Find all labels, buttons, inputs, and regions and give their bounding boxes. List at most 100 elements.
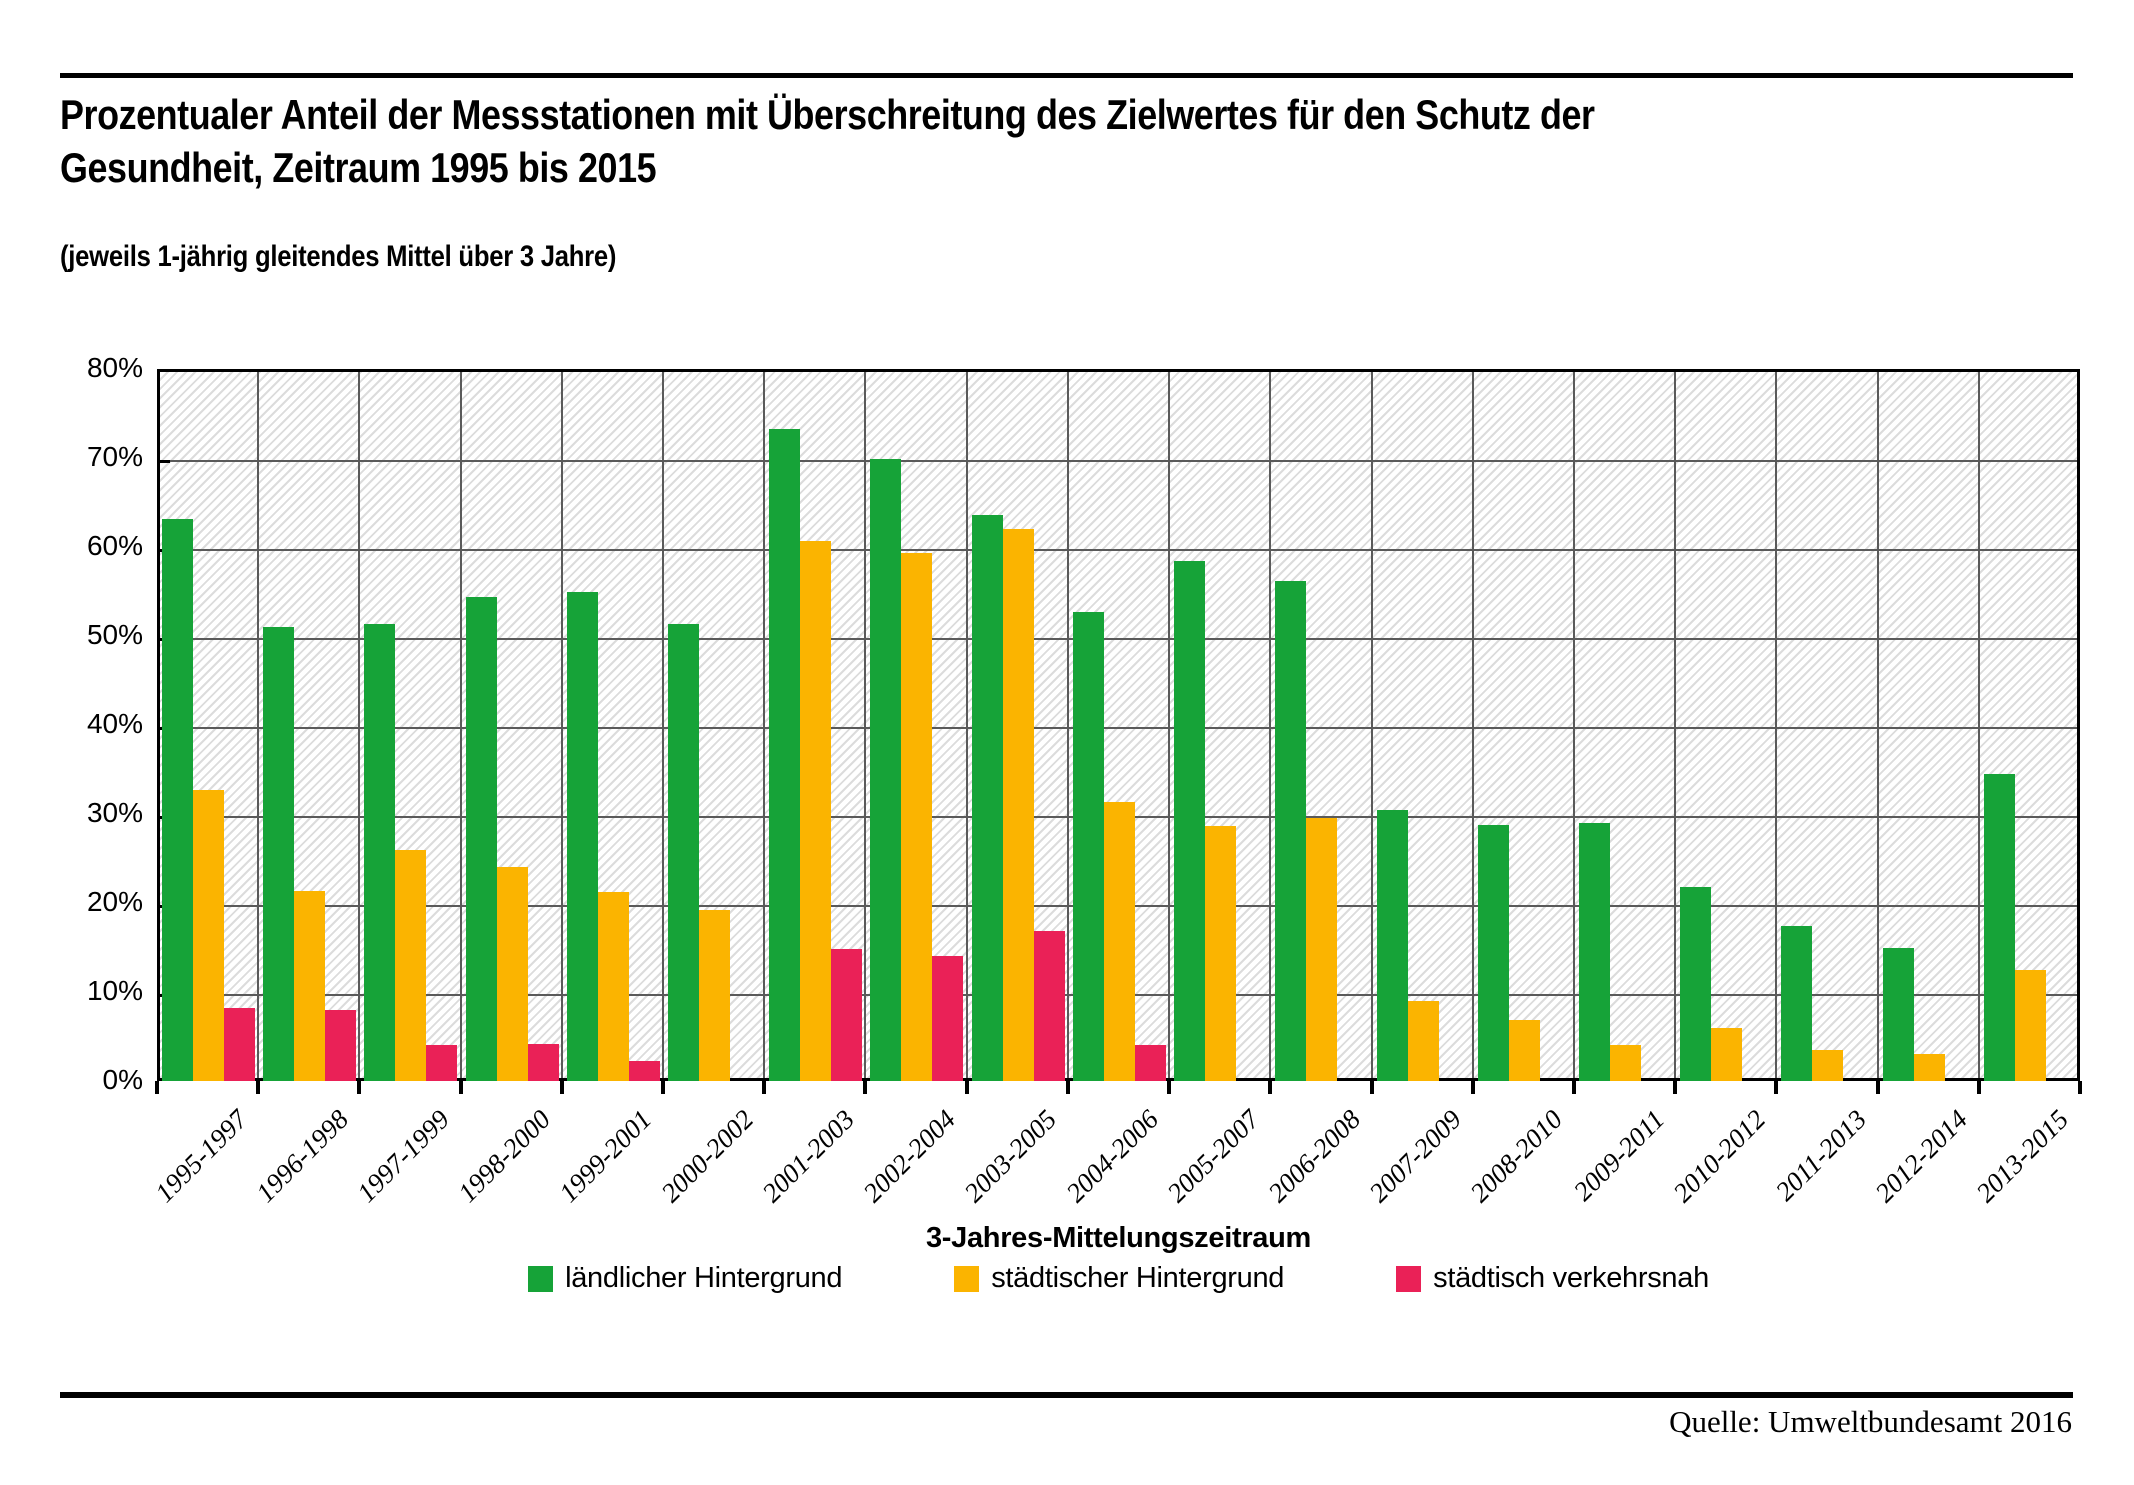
x-axis-tick — [458, 1081, 463, 1094]
legend-swatch-icon — [1396, 1265, 1422, 1292]
plot-area — [157, 369, 2080, 1081]
grid-line-horizontal — [160, 727, 2077, 729]
y-axis-label: 20% — [86, 886, 143, 917]
x-axis-tick — [762, 1081, 767, 1094]
x-axis-tick — [1571, 1081, 1576, 1094]
bar-green — [1275, 580, 1307, 1081]
grid-line-vertical — [358, 372, 361, 1078]
x-axis-tick — [1774, 1081, 1779, 1094]
bar-green — [566, 592, 598, 1081]
bar-green — [1578, 822, 1610, 1081]
bar-pink — [1033, 931, 1065, 1081]
y-axis-label: 50% — [86, 619, 143, 650]
bottom-rule — [60, 1392, 2073, 1398]
bar-orange — [1205, 826, 1237, 1081]
page-subtitle: (jeweils 1-jährig gleitendes Mittel über… — [60, 240, 617, 273]
x-axis-tick — [357, 1081, 362, 1094]
x-axis-tick — [1875, 1081, 1880, 1094]
legend-label: städtischer Hintergrund — [991, 1262, 1285, 1294]
x-axis-tick — [559, 1081, 564, 1094]
x-axis-tick — [2078, 1081, 2082, 1094]
x-axis-tick — [863, 1081, 868, 1094]
bar-orange — [1812, 1049, 1844, 1081]
grid-line-horizontal — [160, 460, 2077, 462]
bar-green — [971, 514, 1003, 1081]
bar-pink — [1134, 1045, 1166, 1081]
bar-pink — [628, 1061, 660, 1081]
y-axis-label: 60% — [86, 530, 143, 561]
grid-line-vertical — [965, 372, 968, 1078]
y-axis-label: 40% — [86, 708, 143, 739]
bar-pink — [325, 1009, 357, 1081]
grid-line-vertical — [763, 372, 766, 1078]
bar-orange — [496, 866, 528, 1081]
bar-green — [870, 458, 902, 1081]
grid-line-vertical — [864, 372, 867, 1078]
bar-green — [1781, 926, 1813, 1081]
x-axis-tick — [1268, 1081, 1273, 1094]
grid-line-vertical — [1269, 372, 1272, 1078]
legend-label: städtisch verkehrsnah — [1433, 1262, 1709, 1294]
x-axis-tick — [1976, 1081, 1981, 1094]
bar-green — [465, 596, 497, 1081]
grid-line-vertical — [560, 372, 563, 1078]
bar-orange — [1711, 1028, 1743, 1081]
bar-orange — [1913, 1054, 1945, 1081]
grid-line-horizontal — [160, 638, 2077, 640]
grid-line-vertical — [1471, 372, 1474, 1078]
bar-orange — [699, 910, 731, 1081]
legend-swatch-icon — [528, 1265, 554, 1292]
y-axis-label: 0% — [102, 1064, 143, 1095]
x-axis-tick — [661, 1081, 666, 1094]
y-axis-label: 70% — [86, 441, 143, 472]
bar-pink — [831, 949, 863, 1081]
grid-line-horizontal — [160, 549, 2077, 551]
legend-item-orange: städtischer Hintergrund — [954, 1262, 1284, 1295]
bar-orange — [597, 892, 629, 1081]
bar-orange — [1306, 818, 1338, 1081]
grid-line-vertical — [1977, 372, 1980, 1078]
grid-line-vertical — [257, 372, 260, 1078]
bar-green — [1174, 561, 1206, 1081]
legend: ländlicher Hintergrund städtischer Hinter… — [157, 1262, 2080, 1295]
y-axis-label: 10% — [86, 975, 143, 1006]
bar-green — [1882, 948, 1914, 1081]
y-axis-label: 80% — [86, 352, 143, 383]
grid-line-vertical — [662, 372, 665, 1078]
bar-green — [769, 428, 801, 1081]
bar-orange — [294, 890, 326, 1081]
source-text: Quelle: Umweltbundesamt 2016 — [1669, 1404, 2072, 1439]
y-axis-tick — [160, 459, 170, 463]
y-axis-label: 30% — [86, 797, 143, 828]
top-rule — [60, 73, 2073, 78]
grid-line-vertical — [1370, 372, 1373, 1078]
bar-orange — [1103, 801, 1135, 1081]
grid-line-vertical — [1572, 372, 1575, 1078]
bar-green — [1983, 773, 2015, 1081]
grid-line-vertical — [1066, 372, 1069, 1078]
page-title-line1: Prozentualer Anteil der Messstationen mi… — [60, 91, 1595, 138]
bar-orange — [2014, 969, 2046, 1081]
bar-green — [1477, 824, 1509, 1081]
x-axis-tick — [1167, 1081, 1172, 1094]
legend-item-green: ländlicher Hintergrund — [528, 1262, 843, 1295]
legend-swatch-icon — [954, 1265, 980, 1292]
x-axis-tick — [256, 1081, 261, 1094]
bar-green — [668, 623, 700, 1081]
bar-pink — [426, 1045, 458, 1081]
page-title: Prozentualer Anteil der Messstationen mi… — [60, 88, 2134, 195]
x-axis-title: 3-Jahres-Mittelungszeitraum — [925, 1222, 1312, 1254]
bar-green — [364, 623, 396, 1081]
bar-orange — [800, 540, 832, 1081]
page-title-line2: Gesundheit, Zeitraum 1995 bis 2015 — [60, 144, 657, 192]
bar-orange — [1508, 1019, 1540, 1081]
x-axis-tick — [1369, 1081, 1374, 1094]
grid-line-vertical — [459, 372, 462, 1078]
x-axis-tick — [155, 1081, 159, 1094]
bar-orange — [193, 789, 224, 1081]
bar-green — [1072, 611, 1104, 1081]
x-axis-tick — [1470, 1081, 1475, 1094]
bar-green — [1376, 809, 1408, 1081]
bar-pink — [932, 956, 964, 1081]
